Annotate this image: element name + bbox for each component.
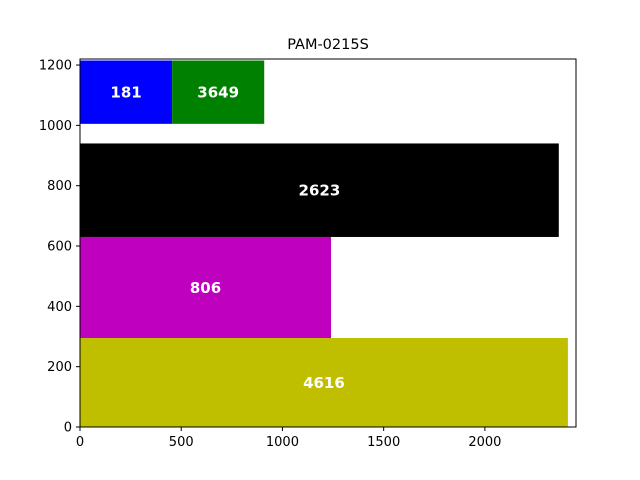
y-tick-label-200: 200: [47, 360, 72, 375]
y-tick-label-800: 800: [47, 179, 72, 194]
bar-3649: [172, 60, 265, 124]
bar-2623: [80, 143, 559, 237]
bar-806: [80, 236, 332, 339]
bar-label-4616: 4616: [303, 374, 345, 392]
chart-title: PAM-0215S: [287, 37, 369, 53]
bar-label-181: 181: [110, 84, 141, 102]
bar-labels-group: 181 3649 2623 806 4616: [110, 84, 344, 392]
y-tick-label-600: 600: [47, 240, 72, 255]
y-tick-label-1000: 1000: [39, 119, 72, 134]
x-axis: 0 500 1000 1500 2000: [76, 427, 501, 450]
bar-label-2623: 2623: [299, 182, 341, 200]
y-tick-label-400: 400: [47, 300, 72, 315]
x-tick-label-500: 500: [169, 435, 194, 450]
bar-181: [80, 60, 173, 124]
bars-group: [80, 60, 568, 427]
y-tick-label-1200: 1200: [39, 59, 72, 74]
y-tick-label-0: 0: [64, 421, 72, 436]
x-tick-label-2000: 2000: [468, 435, 501, 450]
x-tick-label-1500: 1500: [367, 435, 400, 450]
x-tick-label-0: 0: [76, 435, 84, 450]
plot-frame: [79, 58, 577, 428]
bar-label-3649: 3649: [197, 84, 239, 102]
y-axis: 0 200 400 600 800 1000 1200: [39, 59, 80, 436]
bar-label-806: 806: [190, 279, 221, 297]
x-tick-label-1000: 1000: [266, 435, 299, 450]
bar-4616: [80, 338, 568, 427]
